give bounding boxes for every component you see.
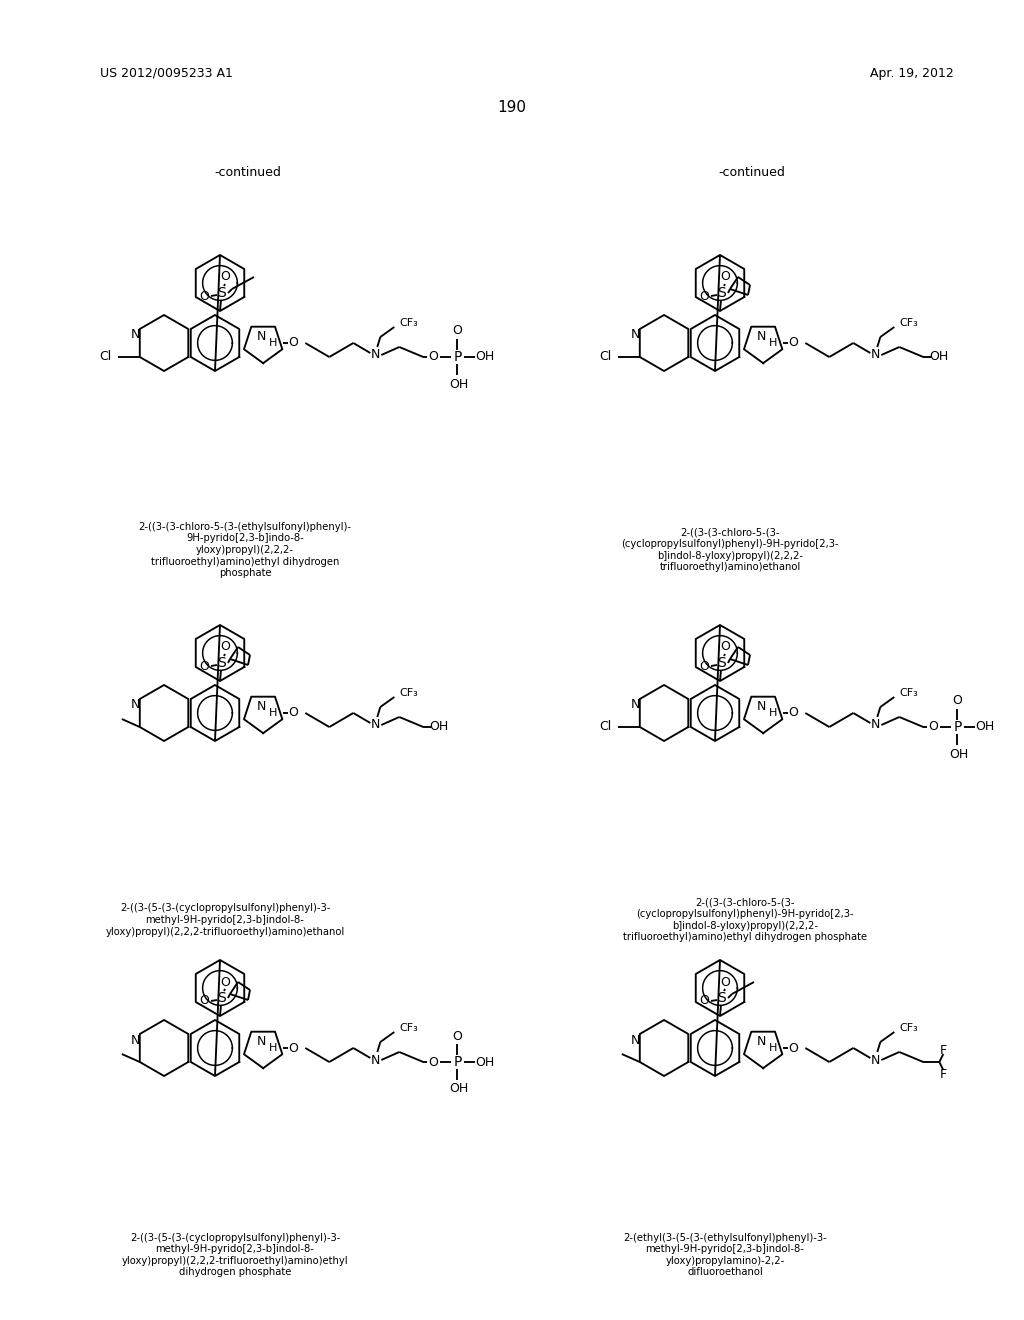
Text: O: O [220, 640, 230, 653]
Text: O: O [289, 706, 298, 719]
Text: N: N [256, 330, 266, 343]
Text: CF₃: CF₃ [399, 1023, 418, 1034]
Text: CF₃: CF₃ [899, 318, 918, 327]
Text: H: H [769, 708, 777, 718]
Text: F: F [940, 1068, 947, 1081]
Text: 190: 190 [498, 100, 526, 116]
Text: -continued: -continued [215, 166, 282, 180]
Text: US 2012/0095233 A1: US 2012/0095233 A1 [100, 66, 232, 79]
Text: O: O [952, 694, 963, 708]
Text: 2-((3-(3-chloro-5-(3-(ethylsulfonyl)phenyl)-
9H-pyrido[2,3-b]indo-8-
yloxy)propy: 2-((3-(3-chloro-5-(3-(ethylsulfonyl)phen… [138, 521, 351, 578]
Text: H: H [769, 1043, 777, 1053]
Text: N: N [870, 1053, 880, 1067]
Text: N: N [757, 330, 766, 343]
Text: OH: OH [476, 351, 495, 363]
Text: S: S [718, 656, 726, 671]
Text: N: N [631, 329, 640, 342]
Text: P: P [953, 719, 962, 734]
Text: O: O [788, 1041, 799, 1055]
Text: O: O [699, 994, 709, 1007]
Text: S: S [218, 656, 226, 671]
Text: CF₃: CF₃ [899, 1023, 918, 1034]
Text: N: N [631, 1034, 640, 1047]
Text: O: O [720, 640, 730, 653]
Text: H: H [269, 1043, 278, 1053]
Text: Cl: Cl [600, 721, 612, 734]
Text: P: P [454, 350, 462, 364]
Text: N: N [631, 698, 640, 711]
Text: O: O [720, 975, 730, 989]
Text: CF₃: CF₃ [399, 688, 418, 698]
Text: OH: OH [450, 378, 469, 391]
Text: 2-(ethyl(3-(5-(3-(ethylsulfonyl)phenyl)-3-
methyl-9H-pyrido[2,3-b]indol-8-
yloxy: 2-(ethyl(3-(5-(3-(ethylsulfonyl)phenyl)-… [624, 1233, 826, 1278]
Text: OH: OH [930, 351, 949, 363]
Text: 2-((3-(5-(3-(cyclopropylsulfonyl)phenyl)-3-
methyl-9H-pyrido[2,3-b]indol-8-
ylox: 2-((3-(5-(3-(cyclopropylsulfonyl)phenyl)… [122, 1233, 348, 1278]
Text: OH: OH [476, 1056, 495, 1068]
Text: N: N [371, 718, 380, 731]
Text: N: N [757, 701, 766, 713]
Text: O: O [289, 1041, 298, 1055]
Text: O: O [220, 271, 230, 284]
Text: N: N [131, 1034, 140, 1047]
Text: O: O [199, 289, 209, 302]
Text: N: N [371, 1053, 380, 1067]
Text: OH: OH [450, 1082, 469, 1096]
Text: S: S [218, 991, 226, 1005]
Text: O: O [453, 1030, 462, 1043]
Text: O: O [788, 706, 799, 719]
Text: Cl: Cl [99, 351, 112, 363]
Text: H: H [269, 708, 278, 718]
Text: O: O [453, 325, 462, 338]
Text: 2-((3-(5-(3-(cyclopropylsulfonyl)phenyl)-3-
methyl-9H-pyrido[2,3-b]indol-8-
ylox: 2-((3-(5-(3-(cyclopropylsulfonyl)phenyl)… [105, 903, 345, 937]
Text: O: O [428, 1056, 438, 1068]
Text: O: O [929, 721, 938, 734]
Text: O: O [699, 289, 709, 302]
Text: O: O [720, 271, 730, 284]
Text: OH: OH [430, 721, 449, 734]
Text: CF₃: CF₃ [899, 688, 918, 698]
Text: O: O [220, 975, 230, 989]
Text: O: O [289, 337, 298, 350]
Text: O: O [699, 660, 709, 672]
Text: CF₃: CF₃ [399, 318, 418, 327]
Text: 2-((3-(3-chloro-5-(3-
(cyclopropylsulfonyl)phenyl)-9H-pyrido[2,3-
b]indol-8-ylox: 2-((3-(3-chloro-5-(3- (cyclopropylsulfon… [622, 528, 839, 573]
Text: N: N [131, 698, 140, 711]
Text: P: P [454, 1055, 462, 1069]
Text: Cl: Cl [600, 351, 612, 363]
Text: N: N [256, 701, 266, 713]
Text: O: O [199, 660, 209, 672]
Text: O: O [788, 337, 799, 350]
Text: F: F [940, 1044, 947, 1056]
Text: H: H [269, 338, 278, 348]
Text: N: N [757, 1035, 766, 1048]
Text: 2-((3-(3-chloro-5-(3-
(cyclopropylsulfonyl)phenyl)-9H-pyrido[2,3-
b]indol-8-ylox: 2-((3-(3-chloro-5-(3- (cyclopropylsulfon… [623, 898, 867, 942]
Text: N: N [870, 718, 880, 731]
Text: -continued: -continued [719, 166, 785, 180]
Text: H: H [769, 338, 777, 348]
Text: N: N [371, 348, 380, 362]
Text: O: O [428, 351, 438, 363]
Text: S: S [218, 286, 226, 300]
Text: OH: OH [976, 721, 995, 734]
Text: O: O [199, 994, 209, 1007]
Text: N: N [870, 348, 880, 362]
Text: N: N [256, 1035, 266, 1048]
Text: S: S [718, 991, 726, 1005]
Text: N: N [131, 329, 140, 342]
Text: Apr. 19, 2012: Apr. 19, 2012 [870, 66, 953, 79]
Text: S: S [718, 286, 726, 300]
Text: OH: OH [949, 747, 969, 760]
